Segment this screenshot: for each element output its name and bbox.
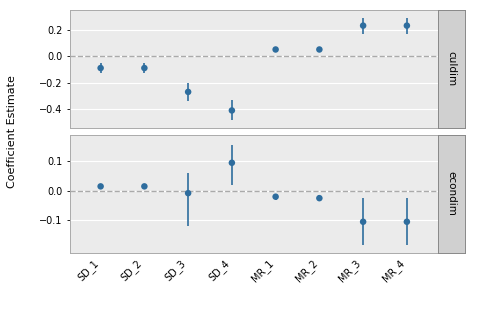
Point <box>403 23 411 28</box>
Point <box>140 184 148 189</box>
Point <box>228 108 236 113</box>
Point <box>96 184 104 189</box>
Point <box>96 65 104 71</box>
Point <box>359 23 367 28</box>
Point <box>316 47 324 52</box>
Point <box>316 196 324 201</box>
Point <box>272 194 280 199</box>
Text: Coefficient Estimate: Coefficient Estimate <box>8 75 18 188</box>
Text: econdim: econdim <box>446 171 456 216</box>
Point <box>403 219 411 224</box>
Point <box>228 160 236 165</box>
Point <box>140 65 148 71</box>
Point <box>272 47 280 52</box>
Point <box>359 219 367 224</box>
Text: culdim: culdim <box>446 51 456 86</box>
Point <box>184 191 192 196</box>
Point <box>184 89 192 95</box>
